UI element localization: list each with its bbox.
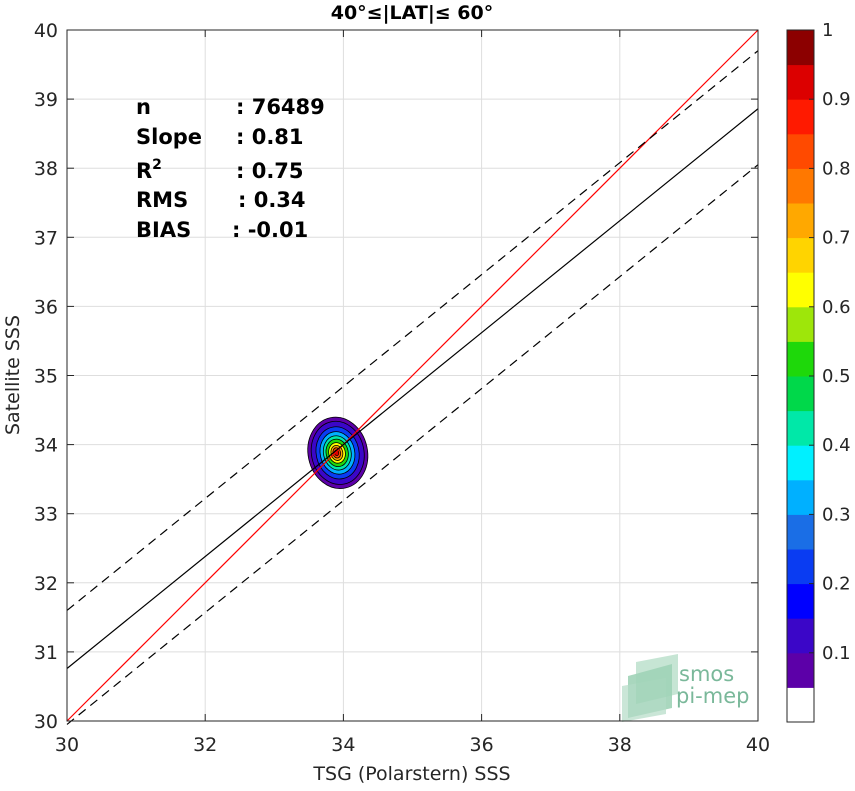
chart-title: 40°≤|LAT|≤ 60° (331, 2, 494, 24)
lower-bound-line (66, 164, 759, 725)
colorbar-tick-label: 0.9 (822, 89, 851, 110)
colorbar-tick-label: 0.4 (822, 435, 851, 456)
stat-n-label: n (136, 95, 151, 119)
axis-ticks: 30 32 34 36 38 40 30 31 32 33 34 35 36 37 38 39 40 (34, 20, 770, 756)
y-tick-label: 35 (34, 366, 58, 388)
one-to-one-line (66, 29, 759, 722)
y-tick-label: 38 (34, 158, 58, 180)
colorbar-segment (787, 237, 814, 273)
x-tick-label: 36 (470, 734, 494, 756)
colorbar: 0.1 0.2 0.3 0.4 0.5 0.6 0.7 0.8 0.9 1 (786, 20, 851, 723)
y-tick-label: 39 (34, 89, 58, 111)
stat-r2-sup: 2 (152, 157, 162, 173)
stat-slope-label: Slope (136, 125, 202, 149)
logo-line1: smos (679, 662, 734, 686)
logo-line2: pi-mep (676, 684, 749, 708)
colorbar-segment (787, 445, 814, 481)
y-tick-label: 30 (34, 711, 58, 733)
y-tick-label: 33 (34, 504, 58, 526)
y-tick-label: 36 (34, 296, 58, 318)
colorbar-tick-label: 0.8 (822, 158, 851, 179)
y-axis-label: Satellite SSS (2, 315, 24, 435)
colorbar-tick-label: 0.2 (822, 574, 851, 595)
colorbar-segment (787, 549, 814, 585)
colorbar-segment (787, 99, 814, 135)
colorbar-segment (787, 64, 814, 100)
smos-pi-mep-logo: smos pi-mep (622, 654, 749, 722)
colorbar-tick-label: 0.7 (822, 228, 851, 249)
y-tick-label: 34 (34, 435, 58, 457)
x-tick-label: 32 (193, 734, 217, 756)
colorbar-tick-label: 1 (822, 20, 833, 41)
reference-lines (66, 29, 759, 725)
stat-rms-value: : 0.34 (238, 188, 306, 212)
colorbar-segment (787, 479, 814, 515)
stat-slope-value: : 0.81 (236, 125, 304, 149)
statistics-box: n : 76489 Slope : 0.81 R2 : 0.75 RMS : 0… (136, 95, 325, 242)
stat-n-value: : 76489 (236, 95, 325, 119)
colorbar-segment (787, 410, 814, 446)
colorbar-tick-label: 0.5 (822, 366, 851, 387)
y-tick-label: 31 (34, 642, 58, 664)
x-tick-label: 30 (55, 734, 79, 756)
colorbar-tick-label: 0.6 (822, 297, 851, 318)
x-tick-label: 40 (746, 734, 770, 756)
colorbar-segment (787, 203, 814, 239)
colorbar-segment (787, 133, 814, 169)
stat-bias-label: BIAS (136, 218, 191, 242)
y-tick-label: 37 (34, 227, 58, 249)
regression-line (66, 108, 759, 669)
x-axis-label: TSG (Polarstern) SSS (312, 763, 510, 785)
colorbar-segment (787, 514, 814, 550)
colorbar-segment (787, 306, 814, 342)
x-tick-label: 38 (608, 734, 632, 756)
density-contours (307, 416, 369, 489)
stat-r2-base: R (136, 159, 152, 183)
colorbar-tick-label: 0.3 (822, 504, 851, 525)
colorbar-segment (787, 687, 814, 723)
colorbar-segment (787, 30, 814, 66)
stat-bias-value: : -0.01 (232, 218, 308, 242)
stat-r2-label: R2 (136, 157, 162, 183)
colorbar-segment (787, 272, 814, 308)
colorbar-segment (787, 376, 814, 412)
upper-bound-line (66, 50, 759, 611)
colorbar-segment (787, 168, 814, 204)
y-tick-label: 32 (34, 573, 58, 595)
colorbar-segment (787, 583, 814, 619)
y-tick-label: 40 (34, 20, 58, 42)
colorbar-tick-label: 0.1 (822, 643, 851, 664)
colorbar-segment (787, 652, 814, 688)
stat-rms-label: RMS (136, 188, 188, 212)
x-tick-label: 34 (331, 734, 355, 756)
colorbar-segment (787, 618, 814, 654)
stat-r2-value: : 0.75 (236, 159, 304, 183)
colorbar-segment (787, 341, 814, 377)
